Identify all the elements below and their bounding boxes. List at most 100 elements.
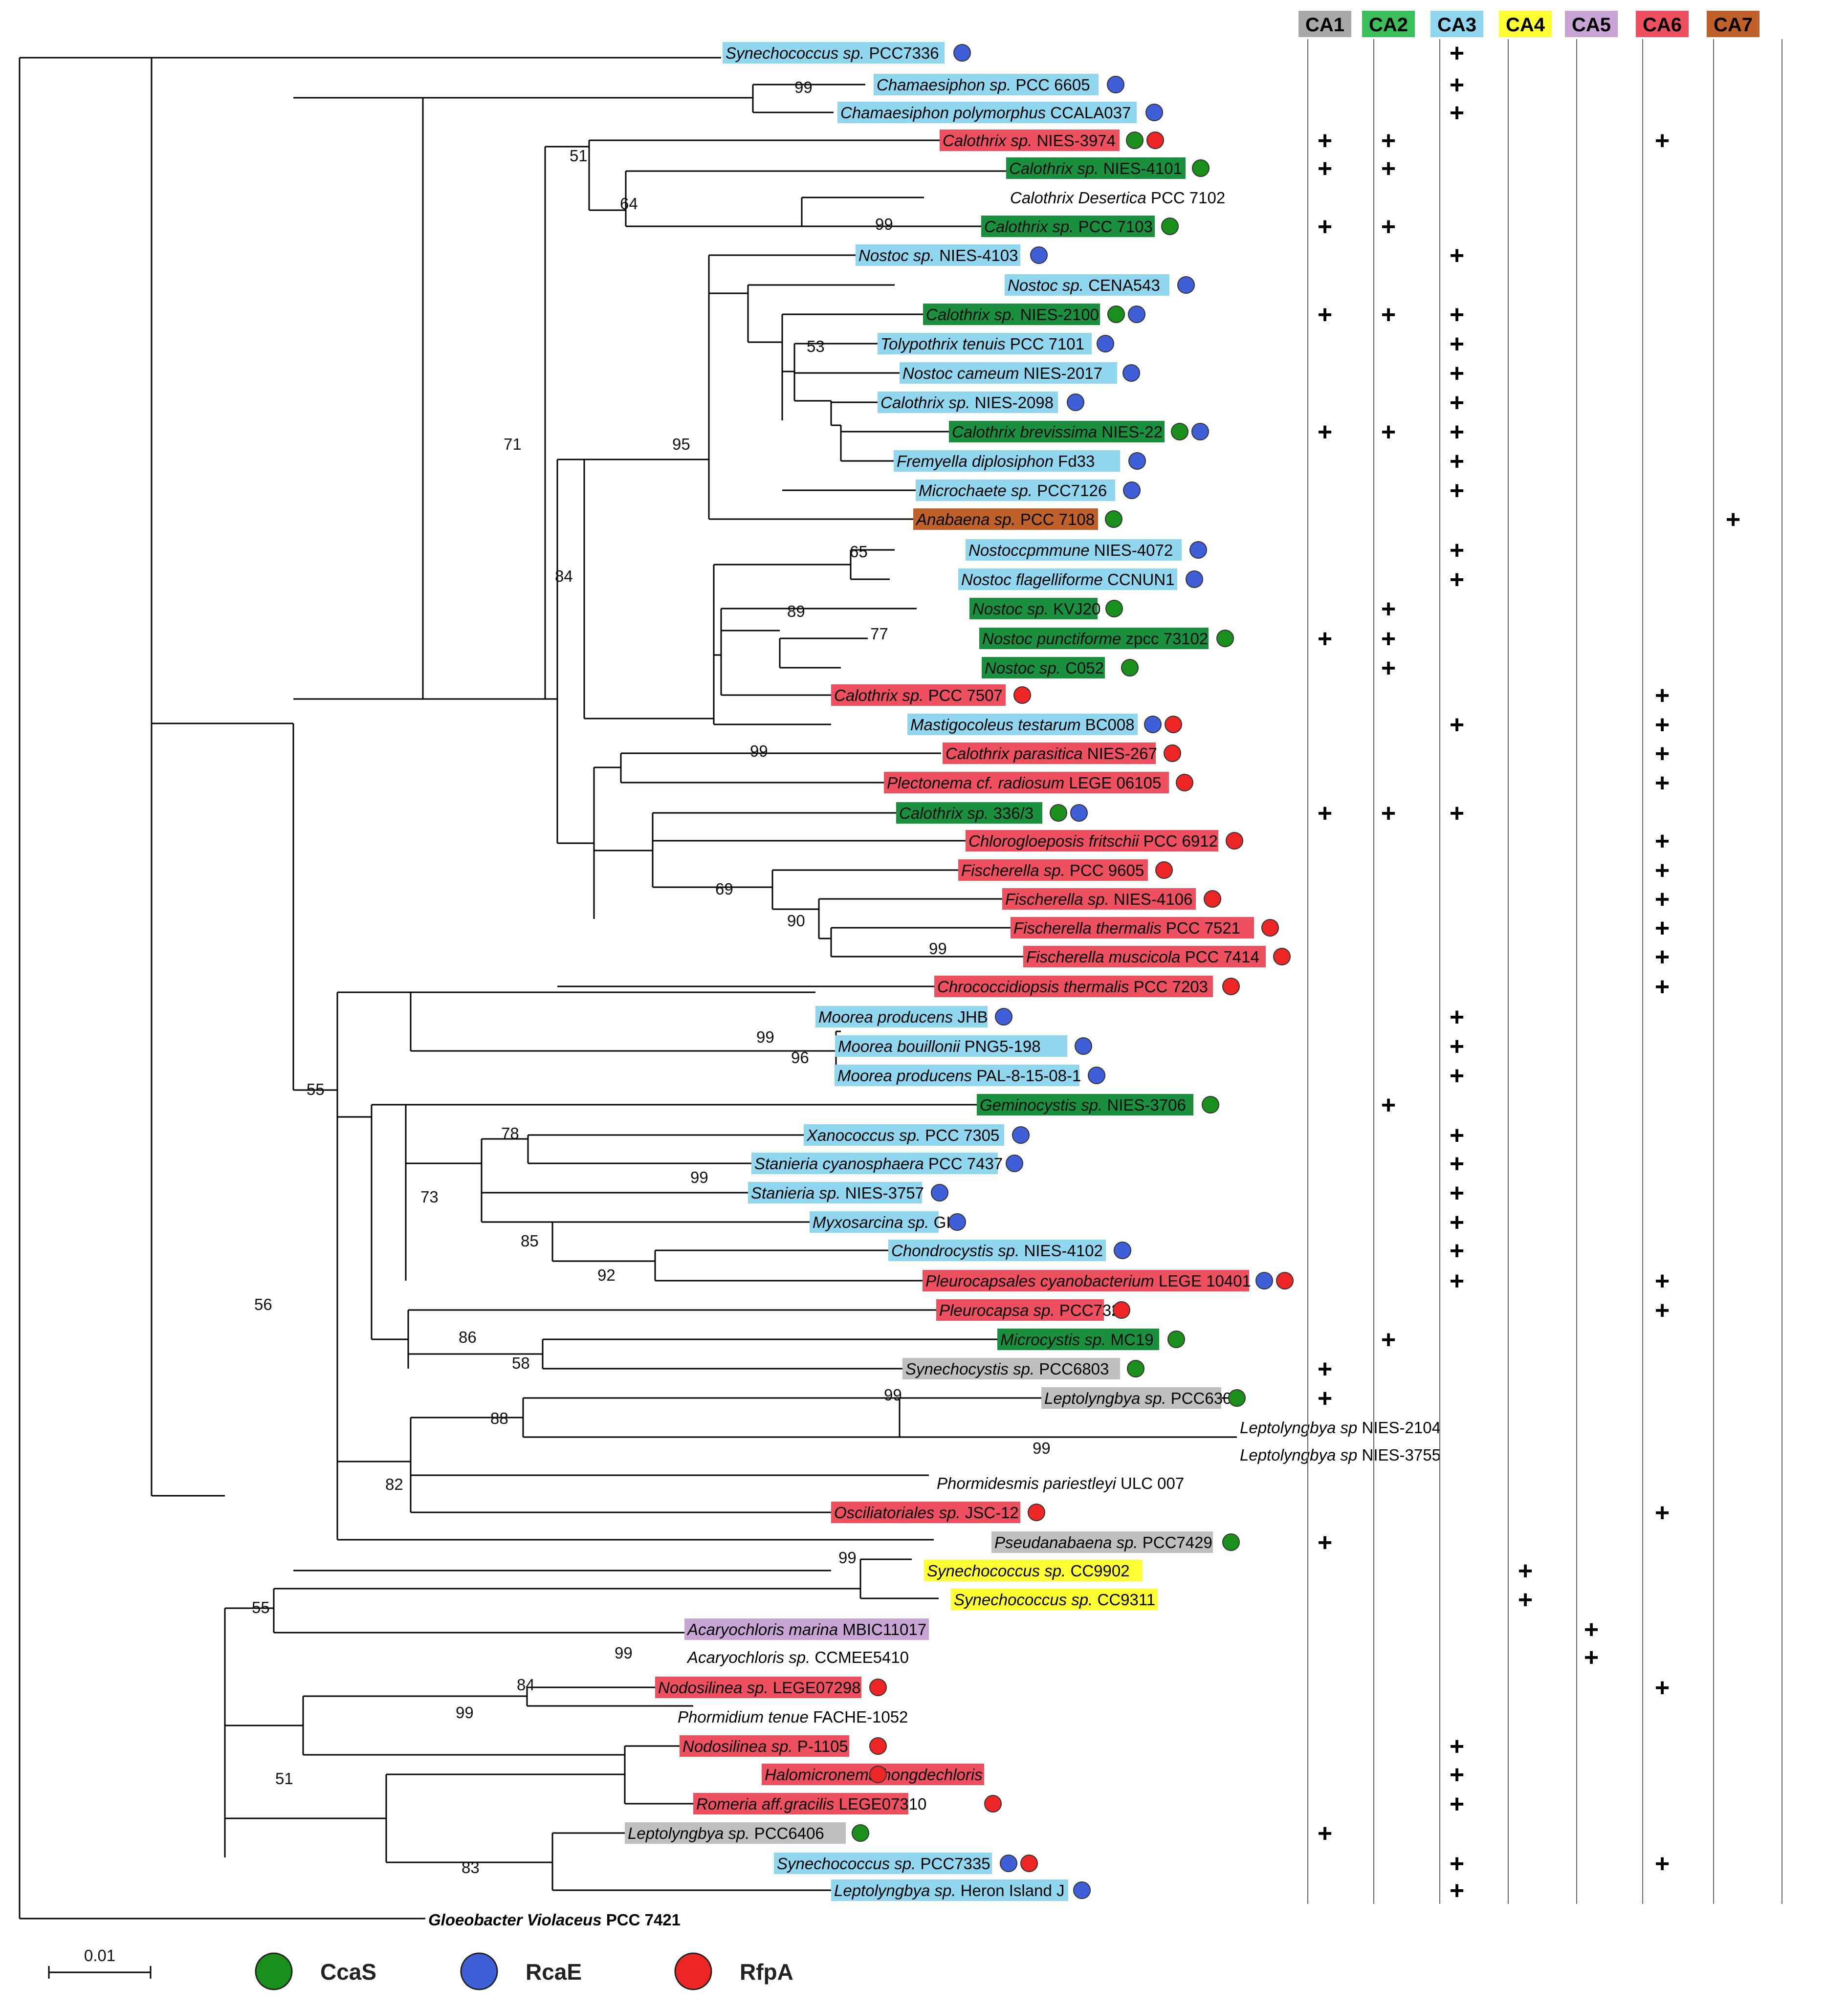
- presence-mark: +: [1381, 418, 1396, 446]
- presence-mark: +: [1726, 505, 1740, 534]
- taxon-highlight: [940, 130, 1120, 151]
- taxon-name: Nodosilinea sp. LEGE07298: [658, 1679, 861, 1697]
- ccas-dot: [1202, 1096, 1219, 1114]
- taxon-strain: PCC7126: [1033, 481, 1107, 500]
- rfpa-dot: [869, 1737, 887, 1755]
- bootstrap-value: 55: [307, 1080, 325, 1098]
- presence-mark: +: [1450, 1761, 1464, 1789]
- taxon-name: Nostoc sp. NIES-4103: [858, 246, 1018, 264]
- taxon-name: Plectonema cf. radiosum LEGE 06105: [887, 774, 1161, 792]
- presence-mark: +: [1450, 1877, 1464, 1905]
- taxon-name: Calothrix parasitica NIES-267: [946, 744, 1157, 763]
- taxon-strain: NIES-2104: [1357, 1419, 1441, 1437]
- taxon-genus: Microchaete sp.: [919, 481, 1033, 500]
- bootstrap-value: 95: [672, 435, 690, 453]
- taxon-name: Chamaesiphon sp. PCC 6605: [877, 76, 1090, 94]
- taxon-name: Calothrix sp. 336/3: [899, 804, 1034, 822]
- taxon-strain: PNG5-198: [960, 1037, 1040, 1055]
- ccas-dot: [852, 1824, 869, 1842]
- taxon-strain: NIES-22: [1097, 423, 1163, 441]
- taxon-highlight: [625, 1822, 846, 1844]
- taxon-strain: NIES-3755: [1357, 1446, 1441, 1464]
- presence-mark: +: [1450, 1790, 1464, 1818]
- bootstrap-value: 58: [512, 1354, 530, 1372]
- taxon-name: Geminocystis sp. NIES-3706: [980, 1096, 1186, 1114]
- taxon-highlight: [966, 539, 1182, 561]
- rcae-dot: [1006, 1155, 1023, 1172]
- taxon-genus: Fischerella sp.: [1005, 890, 1109, 908]
- column-header-bg: [1636, 11, 1689, 37]
- presence-mark: +: [1450, 477, 1464, 505]
- column-header: CA3: [1437, 14, 1476, 36]
- presence-mark: +: [1655, 127, 1670, 155]
- rcae-dot: [1177, 276, 1195, 294]
- taxon-name: Synechococcus sp. CC9311: [954, 1591, 1155, 1609]
- taxon-genus: Leptolyngbya sp.: [834, 1881, 956, 1900]
- presence-mark: +: [1518, 1557, 1533, 1585]
- ccas-dot: [1121, 659, 1139, 677]
- taxon-name: Calothrix sp. PCC 7103: [984, 218, 1153, 236]
- taxon-highlight: [916, 480, 1115, 501]
- taxon-genus: Stanieria cyanosphaera: [754, 1155, 924, 1173]
- taxon-label: Plectonema cf. radiosum LEGE 06105: [884, 772, 1193, 793]
- taxon-highlight: [693, 1793, 908, 1814]
- taxon-label: Calothrix sp. NIES-2100: [923, 304, 1145, 325]
- taxon-genus: Moorea bouillonii: [838, 1037, 961, 1055]
- taxon-label: Leptolyngbya sp NIES-2104: [1240, 1419, 1441, 1437]
- taxon-strain: BC008: [1080, 716, 1134, 734]
- taxon-label: Calothrix Desertica PCC 7102: [1010, 189, 1225, 207]
- taxon-label: Fremyella diplosiphon Fd33: [894, 450, 1146, 472]
- taxon-label: Romeria aff.gracilis LEGE07310: [693, 1793, 1002, 1814]
- rcae-dot: [1097, 335, 1114, 352]
- taxon-name: Leptolyngbya sp. PCC6406: [628, 1824, 824, 1842]
- bootstrap-value: 65: [850, 543, 868, 561]
- rcae-dot: [948, 1213, 966, 1231]
- taxon-genus: Nostoccpmmune: [968, 541, 1090, 559]
- taxon-strain: PCC6406: [750, 1824, 824, 1842]
- taxon-genus: Stanieria sp.: [751, 1184, 840, 1202]
- rcae-dot: [1114, 1242, 1131, 1259]
- taxon-highlight: [1011, 917, 1254, 939]
- taxon-highlight: [981, 216, 1155, 237]
- presence-mark: +: [1450, 1267, 1464, 1295]
- taxon-genus: Synechococcus sp.: [954, 1591, 1093, 1609]
- taxon-highlight: [874, 74, 1099, 95]
- taxon-genus: Synechococcus sp.: [777, 1855, 916, 1873]
- taxon-label: Osciliatoriales sp. JSC-12: [831, 1502, 1045, 1523]
- rfpa-legend-dot: [674, 1952, 712, 1990]
- taxon-name: Pleurocapsa sp. PCC7327: [939, 1301, 1129, 1319]
- taxon-name: Nostoc punctiforme zpcc 73102: [982, 630, 1208, 648]
- taxon-highlight: [923, 304, 1100, 325]
- presence-mark: +: [1450, 301, 1464, 329]
- taxon-genus: Nostoc flagelliforme: [961, 570, 1103, 589]
- rfpa-dot: [1155, 861, 1173, 879]
- rcae-dot: [953, 44, 971, 62]
- bootstrap-value: 53: [807, 337, 825, 355]
- taxon-name: Myxosarcina sp. GI1: [813, 1213, 960, 1231]
- taxon-genus: Romeria aff.gracilis: [696, 1795, 834, 1813]
- taxon-genus: Nostoc punctiforme: [982, 630, 1121, 648]
- taxon-name: Chrococcidiopsis thermalis PCC 7203: [937, 978, 1208, 996]
- presence-mark: +: [1381, 654, 1396, 682]
- taxon-strain: NIES-2100: [1015, 306, 1099, 324]
- presence-mark: +: [1318, 1384, 1332, 1413]
- taxon-genus: Anabaena sp.: [915, 510, 1016, 528]
- taxon-name: Chondrocystis sp. NIES-4102: [891, 1242, 1103, 1260]
- taxon-highlight: [680, 1735, 849, 1757]
- taxon-highlight: [655, 1677, 861, 1698]
- taxon-name: Leptolyngbya sp. PCC6306: [1044, 1389, 1241, 1407]
- taxon-highlight: [774, 1853, 992, 1874]
- taxon-genus: Acaryochloris marina: [686, 1620, 838, 1638]
- taxon-label: Acaryochloris sp. CCMEE5410: [686, 1648, 909, 1666]
- taxon-strain: CCMEE5410: [810, 1648, 909, 1666]
- taxon-label: Moorea bouillonii PNG5-198: [835, 1035, 1092, 1057]
- presence-mark: +: [1655, 914, 1670, 942]
- taxon-genus: Fischerella thermalis: [1013, 919, 1162, 937]
- taxon-strain: PCC 9605: [1065, 861, 1144, 879]
- taxon-strain: MC19: [1106, 1331, 1153, 1349]
- ccas-dot: [1105, 600, 1123, 617]
- taxon-highlight: [900, 362, 1117, 384]
- rcae-dot: [1122, 364, 1140, 382]
- taxon-genus: Tolypothrix tenuis: [880, 335, 1006, 353]
- rcae-dot: [1191, 423, 1209, 440]
